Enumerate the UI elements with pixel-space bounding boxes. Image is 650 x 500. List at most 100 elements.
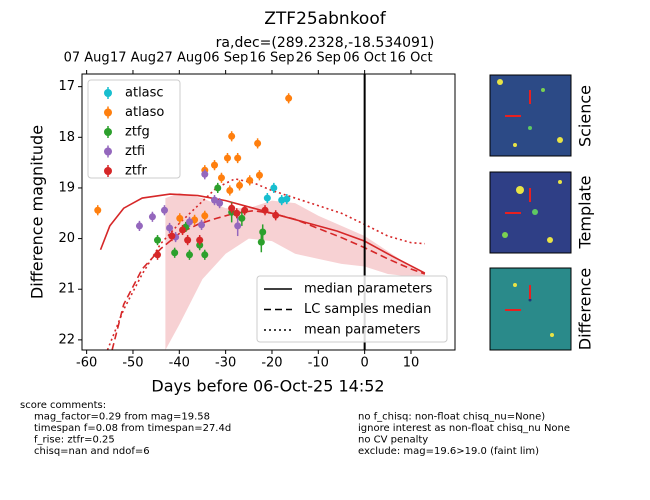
- cutout-label: Science: [576, 85, 595, 147]
- legend-marker: [104, 147, 112, 156]
- x-tick-label: -50: [122, 356, 143, 371]
- cutout-label: Template: [576, 175, 595, 249]
- data-point: [148, 213, 156, 221]
- axes-frame: [81, 73, 456, 351]
- top-x-tick-label: 06 Sep: [203, 51, 248, 66]
- data-point: [171, 249, 179, 257]
- top-x-tick-label: 16 Sep: [249, 51, 294, 66]
- data-point: [185, 251, 193, 259]
- legend-label: median parameters: [304, 282, 432, 297]
- data-point: [228, 132, 236, 140]
- top-x-tick-label: 06 Oct: [343, 51, 386, 66]
- data-point: [135, 222, 143, 230]
- legend-label: LC samples median: [304, 302, 431, 317]
- data-point: [185, 218, 193, 226]
- score-comment: no f_chisq: non-float chisq_nu=None): [358, 412, 545, 423]
- data-point: [261, 206, 269, 214]
- model-line: [99, 193, 426, 274]
- data-point: [238, 214, 246, 222]
- data-point: [254, 139, 262, 147]
- score-comment: exclude: mag=19.6>19.0 (faint lim): [358, 446, 539, 457]
- x-tick-label: -60: [76, 356, 97, 371]
- data-point: [272, 211, 280, 219]
- x-tick-label: 0: [361, 356, 369, 371]
- data-point: [198, 221, 206, 229]
- model-line: [106, 177, 425, 350]
- cutout-template: [489, 171, 572, 254]
- legend-label: atlaso: [125, 105, 164, 120]
- data-point: [283, 195, 291, 203]
- legend-marker: [104, 89, 112, 97]
- data-point: [226, 186, 234, 194]
- data-point: [270, 184, 278, 192]
- data-point: [154, 251, 162, 259]
- x-axis-label: Days before 06-Oct-25 14:52: [151, 377, 384, 396]
- data-point: [94, 206, 102, 214]
- chart-title: ZTF25abnkoof: [264, 9, 386, 29]
- data-point: [184, 236, 192, 244]
- x-tick-label: 10: [403, 356, 420, 371]
- legend-label: ztfg: [125, 125, 150, 140]
- cutout-label: Difference: [576, 268, 595, 350]
- data-point: [214, 184, 222, 192]
- top-x-tick-label: 26 Sep: [296, 51, 341, 66]
- x-tick-label: -10: [308, 356, 329, 371]
- score-comment: ignore interest as non-float chisq_nu No…: [358, 423, 570, 434]
- data-point: [211, 196, 219, 204]
- data-point: [234, 154, 242, 162]
- data-point: [201, 212, 209, 220]
- legend-label: atlasc: [125, 86, 164, 101]
- top-x-tick-label: 27 Aug: [156, 51, 202, 66]
- data-point: [176, 214, 184, 222]
- x-tick-label: -40: [169, 356, 190, 371]
- data-point: [160, 206, 168, 214]
- cutout-science: [489, 74, 572, 157]
- data-point: [216, 199, 224, 207]
- data-point: [223, 154, 231, 162]
- data-point: [166, 224, 174, 232]
- data-point: [259, 228, 267, 236]
- score-comment: f_rise: ztfr=0.25: [34, 435, 115, 446]
- score-comment: score comments:: [20, 400, 106, 411]
- top-x-tick-label: 16 Oct: [389, 51, 432, 66]
- data-point: [263, 194, 271, 202]
- score-comment: timespan f=0.08 from timespan=27.4d: [34, 423, 231, 434]
- y-tick-label: 17: [58, 79, 75, 94]
- y-tick-label: 18: [58, 130, 75, 145]
- data-point: [241, 206, 249, 214]
- data-point: [234, 222, 242, 230]
- y-tick-label: 21: [58, 282, 75, 297]
- data-point: [246, 176, 254, 184]
- y-tick-label: 22: [58, 332, 75, 347]
- top-x-tick-label: 07 Aug: [64, 51, 110, 66]
- cutout-difference: [489, 267, 572, 351]
- legend-marker: [104, 167, 112, 175]
- y-axis-label: Difference magnitude: [28, 125, 47, 299]
- data-point: [201, 251, 209, 259]
- legend-label: mean parameters: [304, 323, 421, 338]
- data-point: [233, 209, 241, 217]
- x-tick-label: -20: [261, 356, 282, 371]
- score-comment: no CV penalty: [358, 435, 428, 446]
- legend-marker: [104, 108, 112, 117]
- uncertainty-band: [165, 193, 425, 350]
- data-point: [154, 236, 162, 244]
- legend-label: ztfi: [125, 144, 145, 159]
- score-comment: chisq=nan and ndof=6: [34, 446, 150, 457]
- data-point: [201, 170, 209, 178]
- data-point: [236, 181, 244, 189]
- legend-box: [256, 275, 448, 343]
- score-comment: mag_factor=0.29 from mag=19.58: [34, 412, 210, 423]
- legend-label: ztfr: [125, 164, 147, 179]
- data-point: [217, 174, 225, 182]
- data-point: [168, 232, 176, 240]
- data-point: [257, 238, 265, 246]
- plot-area: [94, 74, 426, 350]
- y-tick-label: 19: [58, 180, 75, 195]
- chart-subtitle: ra,dec=(289.2328,-18.534091): [216, 35, 435, 51]
- data-point: [211, 161, 219, 169]
- data-point: [285, 94, 293, 102]
- data-point: [196, 236, 204, 244]
- top-x-tick-label: 17 Aug: [110, 51, 156, 66]
